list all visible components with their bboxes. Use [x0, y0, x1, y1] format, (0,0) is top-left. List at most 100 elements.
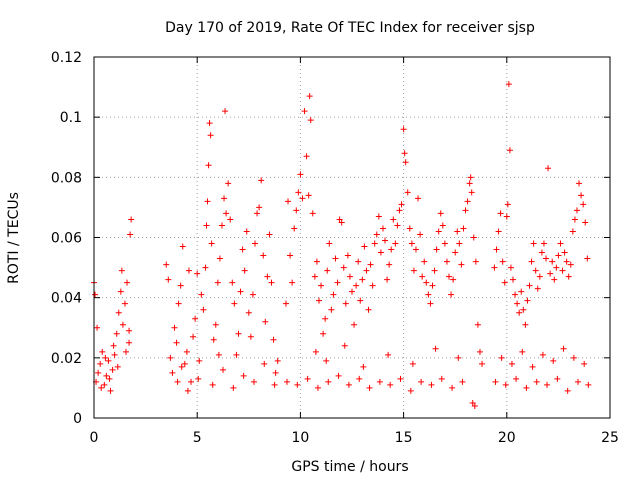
- data-point: [110, 342, 117, 349]
- y-tick-label: 0.04: [51, 291, 82, 307]
- data-point: [208, 240, 215, 247]
- data-point: [216, 255, 223, 262]
- data-point: [375, 213, 382, 220]
- data-point: [467, 174, 474, 181]
- data-point: [99, 348, 106, 355]
- data-point: [188, 378, 195, 385]
- data-point: [247, 333, 254, 340]
- data-point: [549, 258, 556, 265]
- data-point: [315, 297, 322, 304]
- data-point: [493, 246, 500, 253]
- data-point: [107, 387, 114, 394]
- data-point: [195, 375, 202, 382]
- data-point: [580, 201, 587, 208]
- x-tick-label: 0: [90, 430, 99, 446]
- data-point: [428, 381, 435, 388]
- data-point: [384, 276, 391, 283]
- data-point: [113, 330, 120, 337]
- data-point: [421, 258, 428, 265]
- data-point: [221, 195, 228, 202]
- data-point: [505, 81, 512, 88]
- data-point: [111, 351, 118, 358]
- data-point: [299, 195, 306, 202]
- data-point: [241, 267, 248, 274]
- data-point: [313, 258, 320, 265]
- y-tick-label: 0.02: [51, 351, 82, 367]
- data-point: [183, 348, 190, 355]
- data-point: [469, 399, 476, 406]
- data-point: [272, 369, 279, 376]
- data-point: [353, 282, 360, 289]
- data-point: [222, 108, 229, 115]
- data-point: [264, 273, 271, 280]
- data-point: [233, 351, 240, 358]
- data-point: [256, 204, 263, 211]
- data-point: [458, 261, 465, 268]
- data-point: [335, 372, 342, 379]
- data-point: [291, 225, 298, 232]
- data-point: [396, 207, 403, 214]
- data-point: [536, 273, 543, 280]
- data-point: [382, 237, 389, 244]
- data-point: [177, 282, 184, 289]
- data-point: [547, 270, 554, 277]
- data-point: [307, 117, 314, 124]
- data-point: [207, 132, 214, 139]
- data-point: [376, 378, 383, 385]
- data-point: [394, 222, 401, 229]
- data-point: [285, 198, 292, 205]
- data-point: [472, 258, 479, 265]
- data-point: [314, 384, 321, 391]
- y-tick-label: 0.12: [51, 50, 82, 66]
- data-point: [254, 210, 261, 217]
- data-point: [573, 207, 580, 214]
- data-point: [101, 381, 108, 388]
- data-point: [322, 315, 329, 322]
- data-point: [415, 195, 422, 202]
- x-axis-label: GPS time / hours: [291, 459, 408, 475]
- data-point: [400, 126, 407, 133]
- data-point: [357, 297, 364, 304]
- data-point: [503, 213, 510, 220]
- plot-frame: [93, 56, 611, 419]
- x-tick-label: 20: [498, 430, 516, 446]
- data-point: [534, 285, 541, 292]
- data-point: [571, 216, 578, 223]
- data-point: [373, 231, 380, 238]
- data-point: [294, 381, 301, 388]
- data-point: [283, 378, 290, 385]
- data-point: [179, 243, 186, 250]
- data-point: [559, 267, 566, 274]
- data-point: [249, 291, 256, 298]
- data-point: [344, 252, 351, 259]
- data-point: [301, 108, 308, 115]
- data-point: [210, 336, 217, 343]
- data-point: [512, 291, 519, 298]
- data-point: [204, 198, 211, 205]
- x-tick-label: 25: [601, 430, 619, 446]
- data-point: [360, 363, 367, 370]
- data-point: [126, 327, 133, 334]
- data-point: [584, 255, 591, 262]
- data-point: [223, 210, 230, 217]
- data-point: [190, 333, 197, 340]
- data-point: [433, 246, 440, 253]
- data-point: [409, 360, 416, 367]
- data-point: [504, 201, 511, 208]
- data-point: [567, 261, 574, 268]
- data-point: [507, 264, 514, 271]
- data-point: [369, 282, 376, 289]
- data-point: [540, 240, 547, 247]
- data-point: [452, 249, 459, 256]
- data-point: [459, 378, 466, 385]
- data-point: [377, 249, 384, 256]
- data-point: [450, 276, 457, 283]
- data-point: [98, 384, 105, 391]
- data-point: [551, 276, 558, 283]
- data-point: [437, 210, 444, 217]
- data-point: [460, 225, 467, 232]
- data-point: [520, 306, 527, 313]
- data-point: [328, 306, 335, 313]
- data-point: [491, 264, 498, 271]
- data-point: [341, 342, 348, 349]
